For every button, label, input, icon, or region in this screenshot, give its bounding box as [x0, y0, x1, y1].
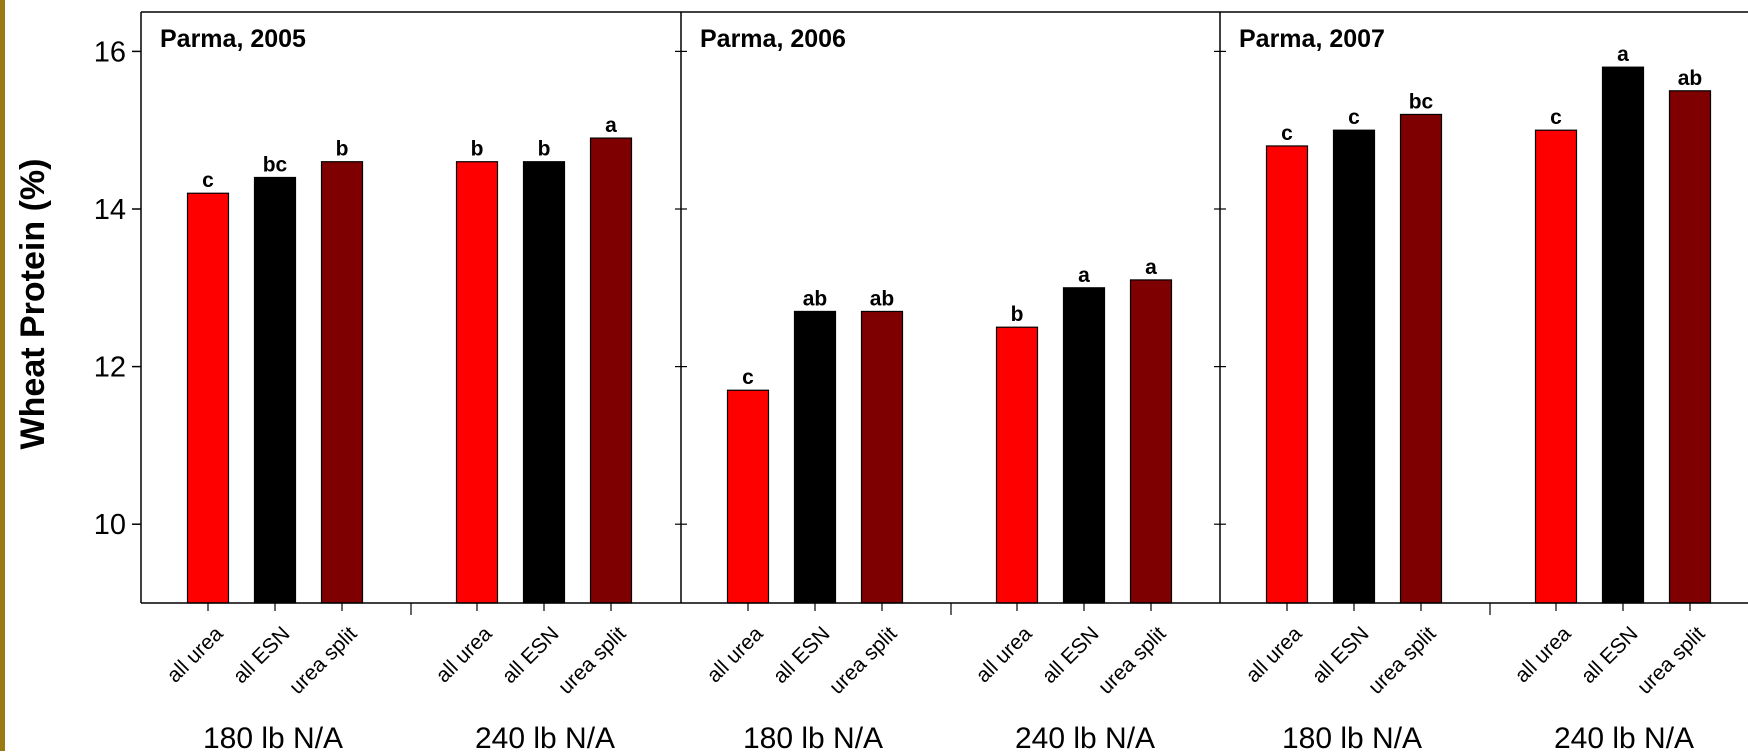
x-tick-label: all ESN [498, 622, 564, 688]
bar [793, 310, 837, 604]
bar-significance-label: b [1011, 303, 1024, 326]
bar [589, 137, 633, 604]
x-tick-label: all ESN [1577, 622, 1643, 688]
x-tick-label: urea split [554, 622, 631, 699]
y-tick-label: 12 [94, 352, 126, 384]
y-axis-label: Wheat Protein (%) [14, 159, 52, 450]
bar-significance-label: bc [263, 153, 288, 176]
bar [1265, 145, 1309, 604]
x-tick-label: all urea [1511, 622, 1576, 687]
bar [1332, 129, 1376, 604]
bar [1399, 113, 1443, 604]
bar [860, 310, 904, 604]
bar [1062, 287, 1106, 604]
bar [1129, 279, 1173, 604]
y-tick-label: 14 [94, 194, 126, 226]
x-tick-label: all urea [432, 622, 497, 687]
bar [522, 161, 566, 604]
bar [1601, 66, 1645, 604]
group-label: 240 lb N/A [1554, 722, 1694, 751]
panel-title: Parma, 2006 [700, 25, 846, 53]
group-label: 180 lb N/A [743, 722, 883, 751]
left-accent-stripe [0, 0, 5, 751]
x-tick-label: all ESN [1038, 622, 1104, 688]
bar-significance-label: bc [1409, 90, 1434, 113]
bar-significance-label: b [538, 138, 551, 161]
bar [1534, 129, 1578, 604]
group-label: 180 lb N/A [203, 722, 343, 751]
bar-significance-label: c [742, 366, 754, 389]
x-tick-label: all urea [972, 622, 1037, 687]
bar-significance-label: c [1348, 106, 1360, 129]
bar [1668, 90, 1712, 604]
x-tick-label: urea split [1364, 622, 1441, 699]
bar-significance-label: ab [1678, 67, 1703, 90]
bar [455, 161, 499, 604]
bar [253, 176, 297, 604]
x-tick-label: all ESN [769, 622, 835, 688]
group-label: 240 lb N/A [475, 722, 615, 751]
group-label: 240 lb N/A [1015, 722, 1155, 751]
y-tick-label: 10 [94, 509, 126, 541]
bar-significance-label: b [471, 138, 484, 161]
bar [995, 326, 1039, 604]
bar-significance-label: a [1145, 256, 1157, 279]
x-tick-label: urea split [825, 622, 902, 699]
group-label: 180 lb N/A [1282, 722, 1422, 751]
x-tick-label: all urea [163, 622, 228, 687]
x-tick-label: urea split [1094, 622, 1171, 699]
bar-significance-label: ab [870, 287, 895, 310]
x-tick-label: all urea [1242, 622, 1307, 687]
x-tick-label: all ESN [1308, 622, 1374, 688]
bar-significance-label: c [202, 169, 214, 192]
bar-significance-label: c [1550, 106, 1562, 129]
y-tick-label: 16 [94, 36, 126, 68]
bar [726, 389, 770, 604]
x-tick-label: all urea [703, 622, 768, 687]
panel-title: Parma, 2005 [160, 25, 306, 53]
x-tick-label: urea split [285, 622, 362, 699]
bar-significance-label: a [1617, 43, 1629, 66]
bar-significance-label: b [336, 138, 349, 161]
bar-significance-label: ab [803, 287, 828, 310]
panel-title: Parma, 2007 [1239, 25, 1385, 53]
bar [320, 161, 364, 604]
bar [186, 192, 230, 604]
x-tick-label: all ESN [229, 622, 295, 688]
bar-significance-label: a [605, 114, 617, 137]
bar-significance-label: c [1281, 122, 1293, 145]
x-tick-label: urea split [1633, 622, 1710, 699]
bar-significance-label: a [1078, 264, 1090, 287]
